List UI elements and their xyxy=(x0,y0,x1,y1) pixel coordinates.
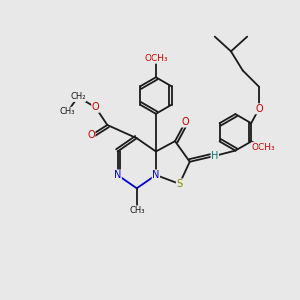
Text: O: O xyxy=(182,117,189,127)
Text: O: O xyxy=(87,130,95,140)
Text: CH₃: CH₃ xyxy=(60,107,75,116)
Text: H: H xyxy=(211,151,218,161)
Text: N: N xyxy=(114,170,121,180)
Text: S: S xyxy=(176,179,182,189)
Text: OCH₃: OCH₃ xyxy=(144,54,168,63)
Text: O: O xyxy=(92,102,99,112)
Text: N: N xyxy=(152,170,160,180)
Text: O: O xyxy=(255,104,263,114)
Text: CH₂: CH₂ xyxy=(70,92,85,101)
Text: OCH₃: OCH₃ xyxy=(251,142,275,152)
Text: CH₃: CH₃ xyxy=(129,206,145,215)
